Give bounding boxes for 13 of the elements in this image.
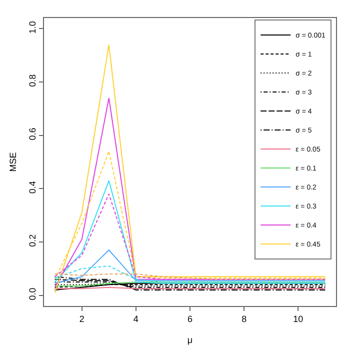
y-tick-label: 0.2	[27, 234, 38, 247]
y-tick-label: 0.6	[27, 128, 38, 140]
x-axis-title: μ	[187, 335, 193, 345]
x-tick-label: 8	[242, 314, 247, 324]
y-axis-title: MSE	[8, 152, 18, 172]
y-tick-label: 0.4	[27, 181, 38, 194]
x-tick-label: 10	[293, 314, 304, 324]
x-tick-label: 4	[133, 314, 138, 324]
y-tick-label: 0.8	[27, 74, 38, 87]
x-tick-label: 6	[187, 314, 193, 324]
y-tick-label: 0.0	[27, 288, 38, 300]
y-tick-label: 1.0	[27, 21, 38, 34]
x-tick-label: 2	[79, 314, 84, 324]
